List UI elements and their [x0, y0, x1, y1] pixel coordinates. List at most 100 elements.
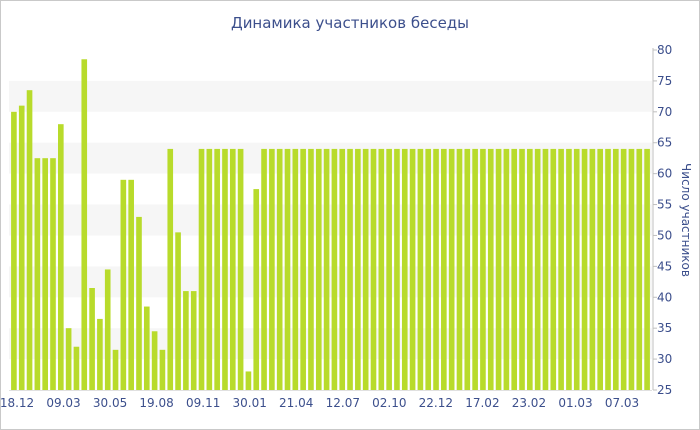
bar: [97, 318, 103, 390]
bar: [65, 328, 72, 390]
bar: [315, 148, 322, 390]
bar: [480, 148, 486, 390]
bar: [550, 148, 557, 390]
bar: [417, 148, 424, 390]
x-tick-label: 02.10: [372, 396, 406, 410]
y-tick-label: 65: [657, 136, 672, 150]
bar: [18, 105, 25, 390]
bar: [269, 148, 275, 390]
x-axis: 18.12 09.03 30.05 19.08 09.11 30.01 21.04 12.07…: [0, 390, 652, 410]
bar: [206, 148, 213, 390]
bar: [143, 306, 150, 390]
y-tick-label: 35: [657, 321, 672, 335]
bar: [355, 148, 361, 390]
bar: [120, 179, 127, 390]
bar: [300, 148, 306, 390]
y-tick-label: 60: [657, 167, 672, 181]
bar: [394, 148, 400, 390]
y-axis-label: Число участников: [679, 163, 693, 277]
bar: [511, 148, 518, 390]
bar: [472, 148, 478, 390]
bar: [378, 148, 385, 390]
bar: [503, 148, 510, 390]
bar: [136, 216, 142, 390]
x-tick-label: 07.03: [605, 396, 639, 410]
bar: [401, 148, 408, 390]
x-tick-label: 19.08: [139, 396, 173, 410]
bar: [620, 148, 627, 390]
bar: [386, 148, 392, 390]
bar: [573, 148, 580, 390]
y-tick-label: 55: [657, 198, 672, 212]
x-tick-label: 09.03: [46, 396, 80, 410]
bar: [222, 148, 228, 390]
bar: [284, 148, 291, 390]
bar: [261, 148, 267, 390]
x-tick-label: 21.04: [279, 396, 313, 410]
bar: [597, 148, 603, 390]
bar: [628, 148, 635, 390]
bar: [487, 148, 494, 390]
bar: [519, 148, 525, 390]
y-tick-label: 25: [657, 383, 672, 397]
bar: [159, 349, 166, 390]
bar: [456, 148, 463, 390]
bar: [183, 291, 189, 390]
bar: [464, 148, 471, 390]
y-tick-label: 40: [657, 290, 672, 304]
y-axis: 25 30 35 40 45 50 55 60 65 70 75 80: [652, 43, 672, 397]
bar: [339, 148, 346, 390]
bar: [253, 189, 260, 390]
bar: [331, 148, 338, 390]
bar: [534, 148, 541, 390]
bar: [527, 148, 533, 390]
bar: [128, 179, 134, 390]
bar: [605, 148, 611, 390]
y-tick-label: 50: [657, 228, 672, 242]
bar: [558, 148, 564, 390]
bar: [644, 148, 650, 390]
bar: [198, 148, 205, 390]
bar: [26, 90, 33, 391]
bar: [34, 158, 41, 390]
bar: [308, 148, 314, 390]
bar: [81, 59, 88, 391]
bar: [276, 148, 283, 390]
bar: [448, 148, 455, 390]
chart-title: Динамика участников беседы: [231, 14, 469, 32]
x-tick-label: 22.12: [419, 396, 453, 410]
bar: [11, 111, 17, 390]
bar: [58, 124, 64, 391]
bar: [167, 148, 174, 390]
bar: [433, 148, 439, 390]
bar: [362, 148, 369, 390]
grid-band: [9, 80, 652, 112]
bar: [245, 371, 252, 390]
bar: [425, 148, 432, 390]
bar: [151, 331, 158, 390]
bar: [347, 148, 353, 390]
y-tick-label: 75: [657, 74, 672, 88]
bar: [42, 158, 48, 390]
bar: [589, 148, 596, 390]
bar: [495, 148, 502, 390]
bar: [73, 346, 80, 390]
x-tick-label: 17.02: [465, 396, 499, 410]
x-tick-label: 09.11: [186, 396, 220, 410]
bar: [89, 288, 95, 390]
y-tick-label: 80: [657, 43, 672, 57]
bar: [370, 148, 377, 390]
x-tick-label: 12.07: [326, 396, 360, 410]
bar: [409, 148, 416, 390]
bar: [50, 158, 56, 390]
bar: [104, 269, 111, 390]
bar: [190, 291, 197, 390]
bar: [292, 148, 299, 390]
x-tick-label: 30.05: [93, 396, 127, 410]
bar: [613, 148, 619, 390]
bar: [214, 148, 220, 390]
y-tick-label: 30: [657, 352, 672, 366]
bar: [229, 148, 236, 390]
x-tick-label: 23.02: [512, 396, 546, 410]
